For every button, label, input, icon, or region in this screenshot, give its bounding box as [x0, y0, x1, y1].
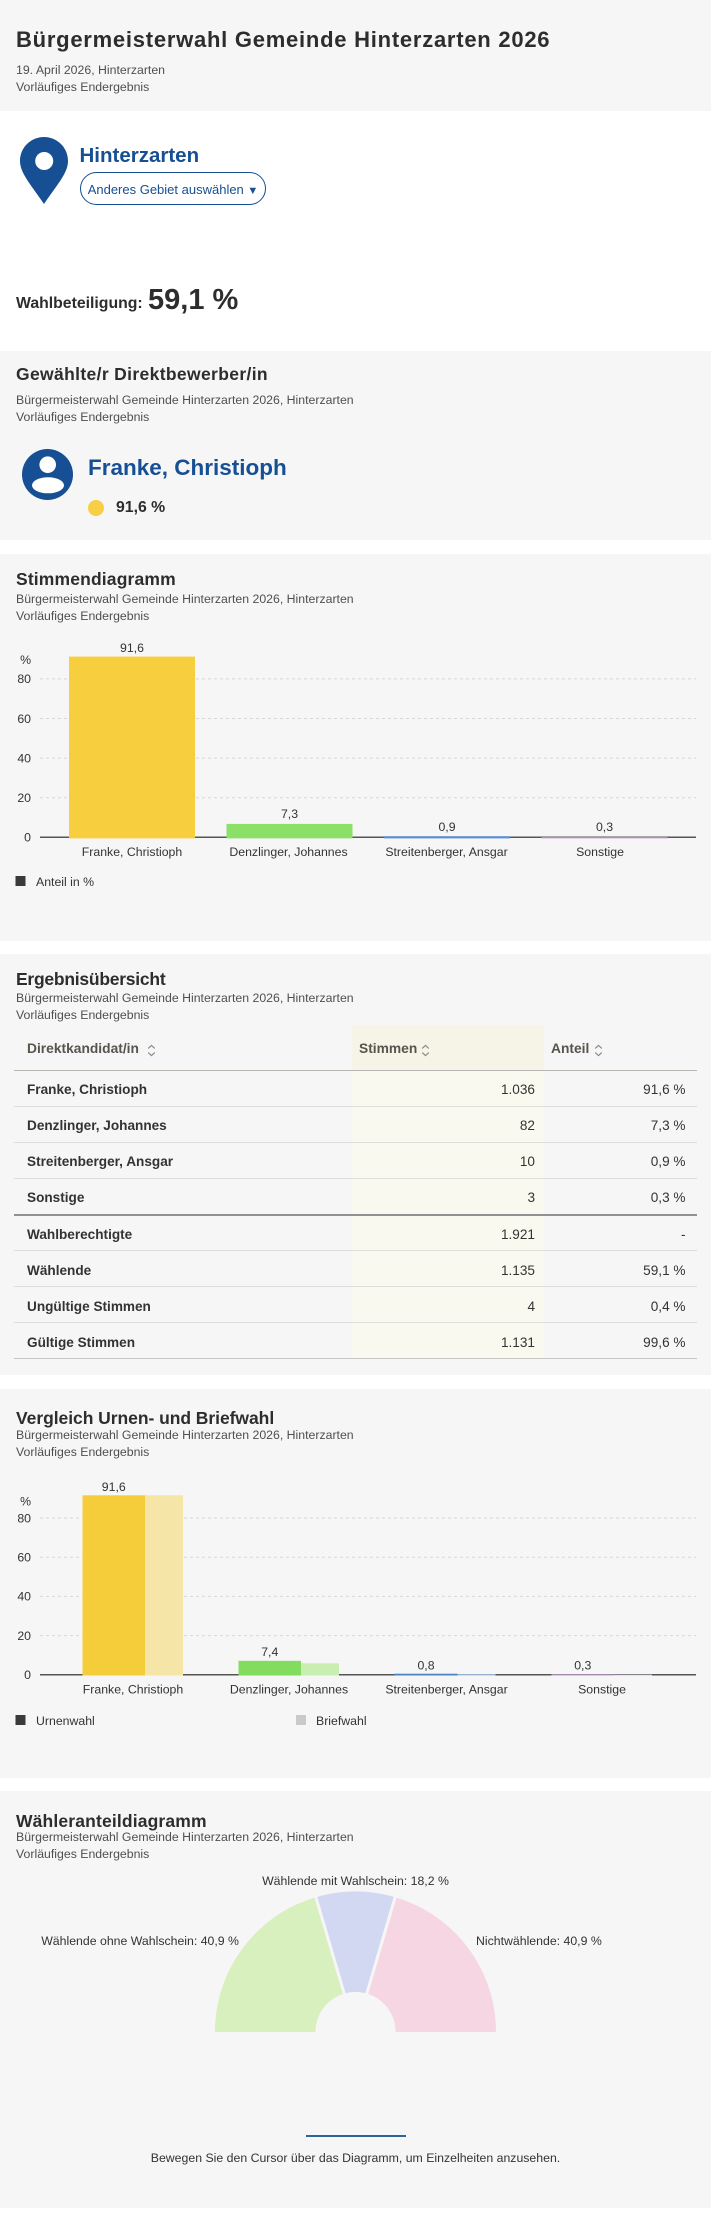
svg-text:Franke, Christioph: Franke, Christioph: [83, 1683, 184, 1697]
svg-text:60: 60: [17, 712, 31, 726]
svg-text:Urnenwahl: Urnenwahl: [36, 1714, 95, 1728]
svg-text:0,9: 0,9: [438, 820, 455, 834]
svg-text:Streitenberger, Ansgar: Streitenberger, Ansgar: [385, 1683, 507, 1697]
svg-text:Sonstige: Sonstige: [576, 845, 624, 859]
svg-text:60: 60: [17, 1551, 31, 1565]
svg-text:40: 40: [17, 1590, 31, 1604]
svg-text:Franke, Christioph: Franke, Christioph: [82, 845, 183, 859]
svg-text:0,3: 0,3: [574, 1659, 591, 1673]
svg-text:20: 20: [17, 1629, 31, 1643]
svg-text:Anteil in %: Anteil in %: [36, 875, 94, 889]
svg-text:%: %: [20, 653, 31, 667]
svg-text:0: 0: [24, 831, 31, 845]
svg-text:Streitenberger, Ansgar: Streitenberger, Ansgar: [385, 845, 507, 859]
svg-text:0: 0: [24, 1668, 31, 1682]
svg-text:91,6: 91,6: [102, 1480, 126, 1494]
svg-text:Denzlinger, Johannes: Denzlinger, Johannes: [229, 845, 347, 859]
svg-text:80: 80: [17, 1511, 31, 1525]
svg-text:Briefwahl: Briefwahl: [316, 1714, 367, 1728]
svg-text:0,8: 0,8: [417, 1659, 434, 1673]
svg-text:91,6: 91,6: [120, 641, 144, 655]
svg-text:Sonstige: Sonstige: [578, 1683, 626, 1697]
svg-text:Denzlinger, Johannes: Denzlinger, Johannes: [230, 1683, 348, 1697]
svg-text:0,3: 0,3: [596, 820, 613, 834]
svg-text:20: 20: [17, 791, 31, 805]
svg-text:7,4: 7,4: [261, 1645, 278, 1659]
svg-text:80: 80: [17, 672, 31, 686]
svg-text:%: %: [20, 1495, 31, 1509]
svg-text:40: 40: [17, 751, 31, 765]
svg-text:7,3: 7,3: [281, 807, 298, 821]
